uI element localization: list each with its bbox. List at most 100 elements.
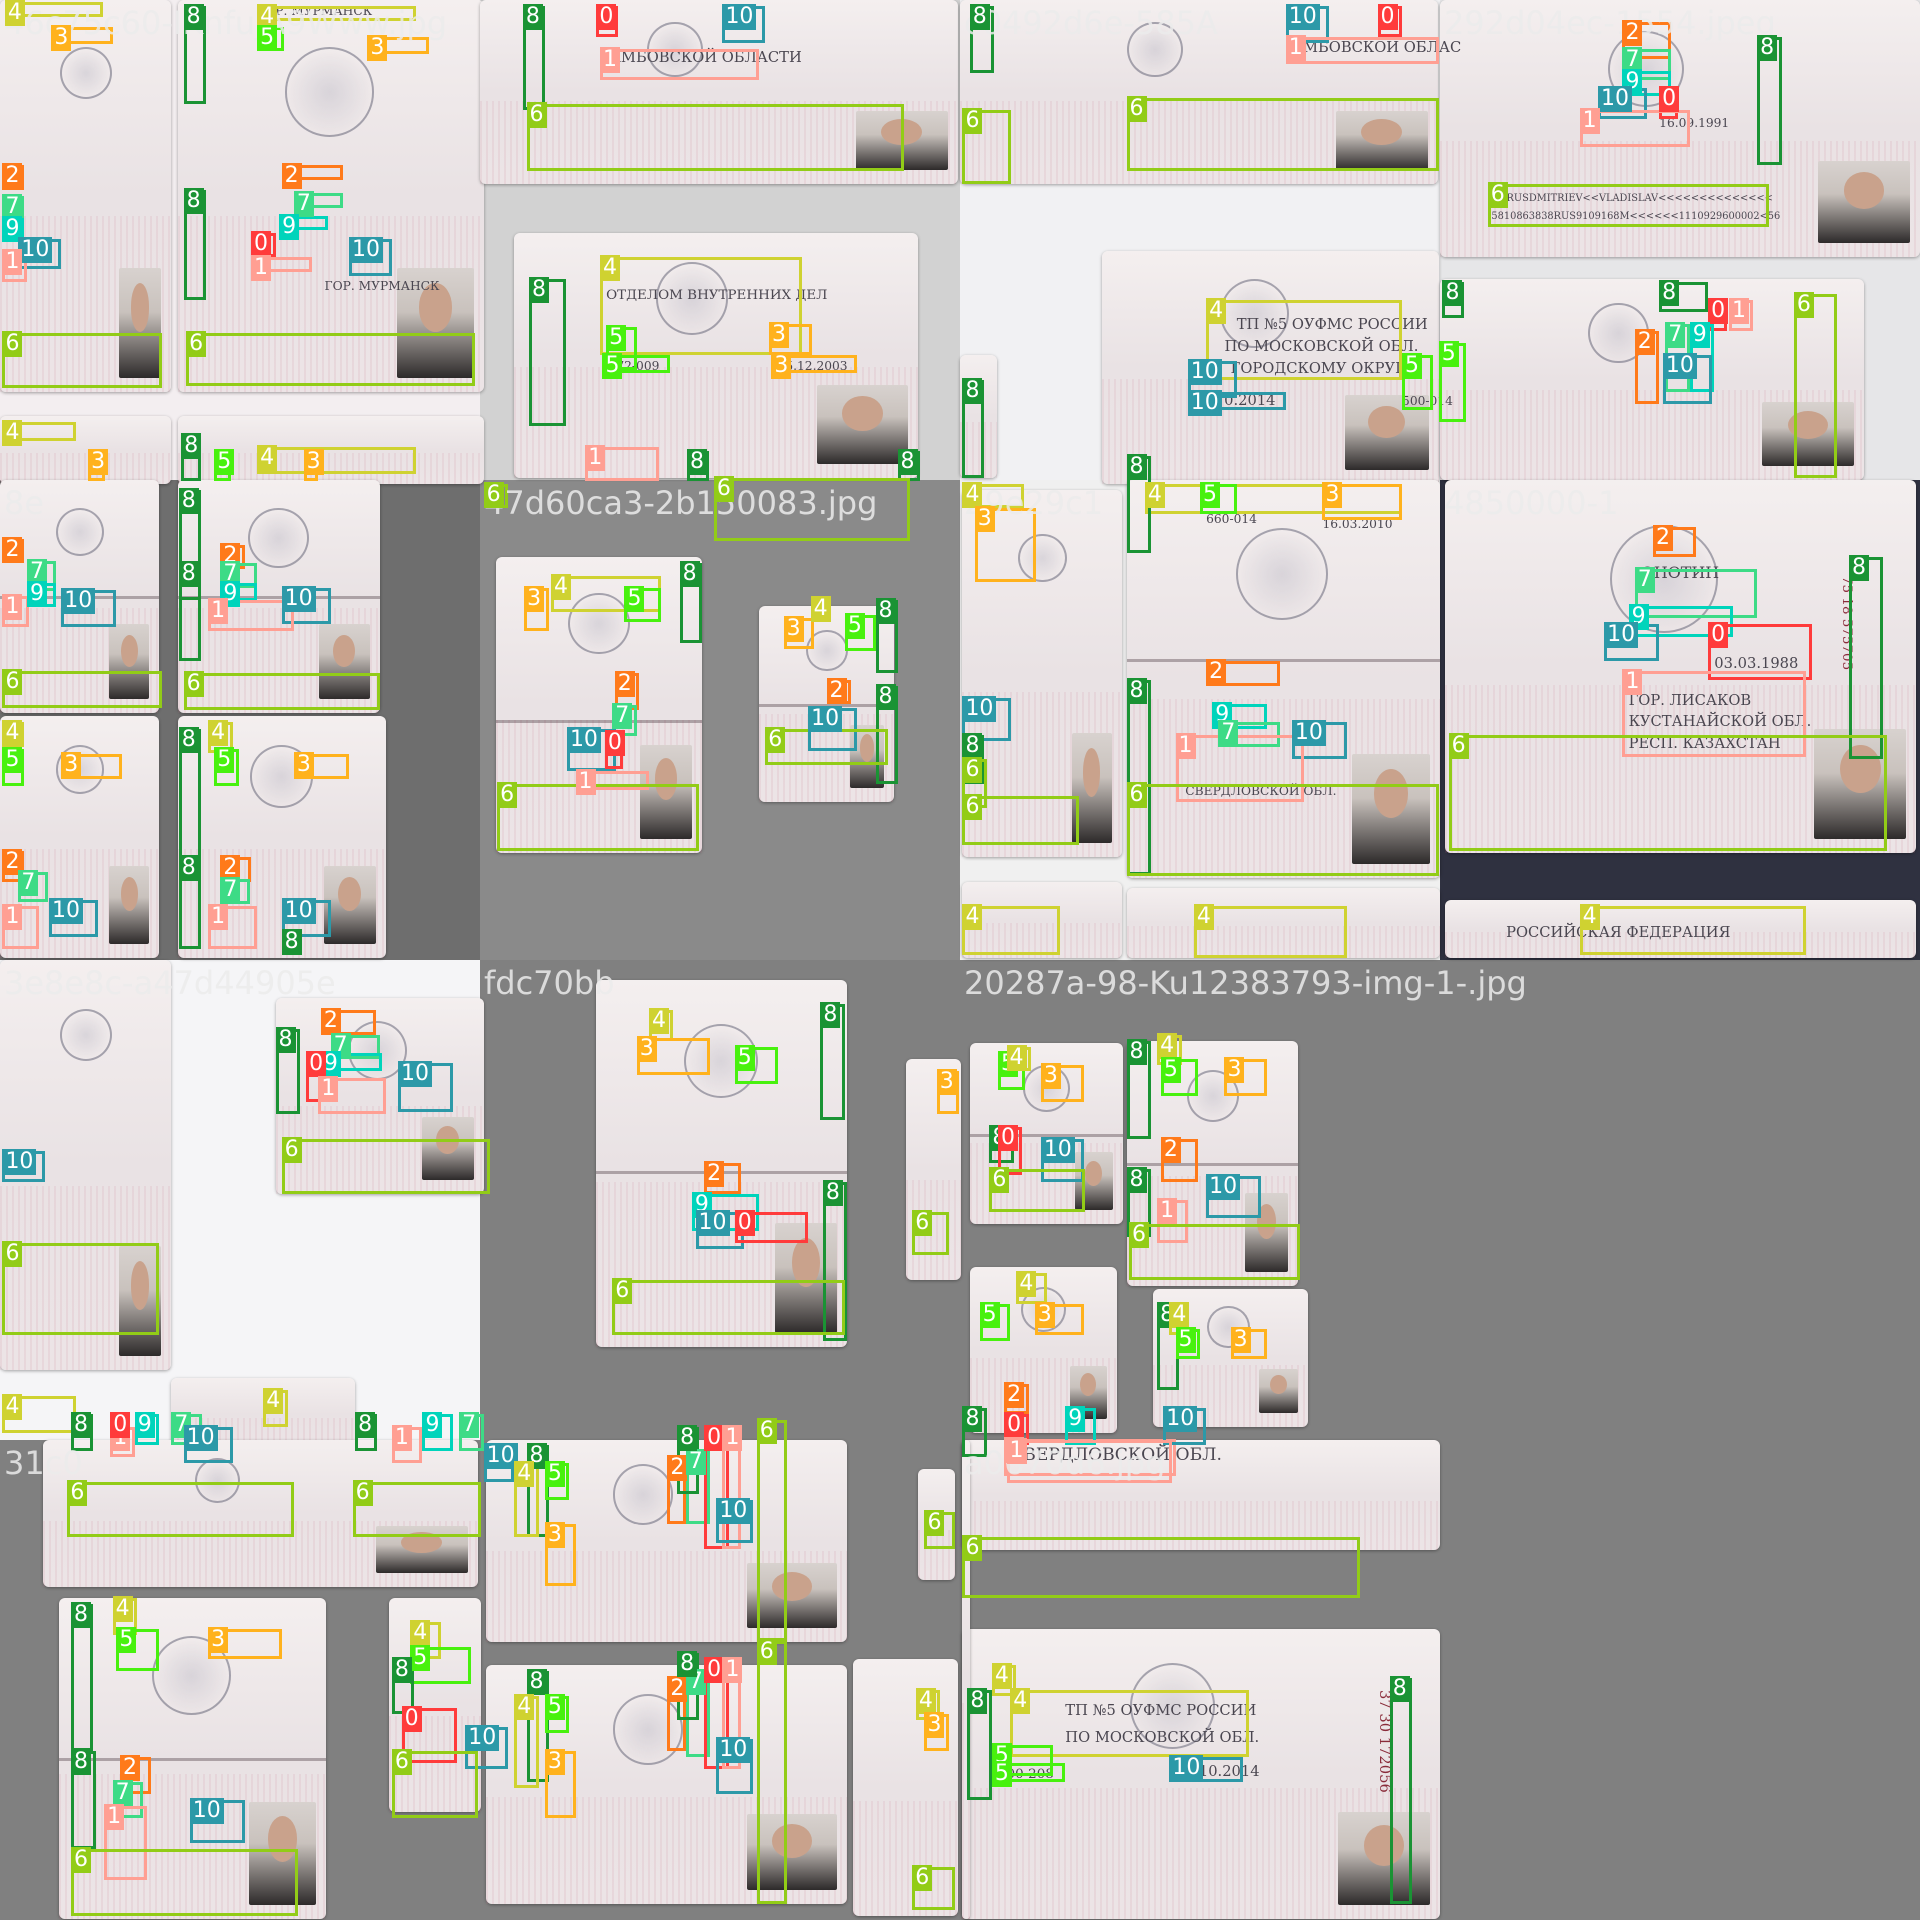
detection-class-label: 10 xyxy=(189,1798,224,1824)
detection-class-label: 8 xyxy=(183,187,204,214)
detection-class-label: 5 xyxy=(214,747,235,774)
portrait-photo xyxy=(319,624,370,699)
portrait-photo xyxy=(816,385,909,464)
detection-box xyxy=(497,783,700,852)
detection-box xyxy=(1128,1224,1301,1280)
passport-page xyxy=(177,0,484,392)
detection-class-label: 7 xyxy=(18,869,39,896)
detection-class-label: 10 xyxy=(48,898,83,924)
detection-class-label: 7 xyxy=(112,1779,133,1806)
detection-class-label: 4 xyxy=(962,481,983,508)
detection-class-label: 6 xyxy=(391,1749,412,1776)
detection-class-label: 10 xyxy=(281,585,316,612)
detection-class-label: 6 xyxy=(1448,732,1469,759)
stamp-seal xyxy=(612,1693,684,1765)
passport-page xyxy=(962,881,1122,958)
passport-fold xyxy=(969,1133,1123,1137)
detection-class-label: 5 xyxy=(734,1044,755,1071)
detection-box xyxy=(1448,734,1887,851)
detection-box xyxy=(71,1848,298,1917)
detection-class-label: 1 xyxy=(2,594,23,621)
detection-class-label: 6 xyxy=(1126,95,1147,122)
document-field-text: ТП №5 ОУФМС РОССИИ xyxy=(1065,1702,1257,1720)
detection-class-label: 3 xyxy=(1230,1326,1251,1353)
detection-class-label: 0 xyxy=(401,1706,422,1733)
portrait-photo xyxy=(118,1246,162,1357)
detection-class-label: 2 xyxy=(667,1675,688,1702)
detection-class-label: 8 xyxy=(1126,453,1147,480)
detection-box xyxy=(352,1481,482,1537)
detection-box xyxy=(962,795,1079,845)
detection-class-label: 8 xyxy=(526,1669,547,1696)
detection-class-label: 8 xyxy=(875,683,896,710)
detection-class-label: 1 xyxy=(575,769,596,796)
portrait-photo xyxy=(1818,160,1910,244)
detection-class-label: 8 xyxy=(1126,1167,1147,1194)
passport-page xyxy=(962,1440,970,1919)
detection-box xyxy=(391,1751,478,1819)
detection-class-label: 10 xyxy=(1040,1136,1075,1163)
detection-class-label: 4 xyxy=(257,444,278,471)
detection-class-label: 6 xyxy=(962,1534,983,1561)
detection-class-label: 1 xyxy=(208,904,229,931)
detection-class-label: 3 xyxy=(303,448,324,475)
detection-class-label: 10 xyxy=(722,4,757,31)
detection-class-label: 5 xyxy=(214,448,235,475)
document-field-text: ПО МОСКОВСКОЙ ОБЛ. xyxy=(1065,1728,1260,1746)
detection-class-label: 4 xyxy=(962,904,983,931)
detection-class-label: 1 xyxy=(2,249,23,276)
detection-class-label: 8 xyxy=(822,1179,843,1206)
detection-class-label: 8 xyxy=(71,1602,92,1629)
detection-class-label: 2 xyxy=(1004,1381,1025,1408)
document-field-text: ГОРОДСКОМУ ОКРУГУ xyxy=(1230,360,1416,377)
stamp-seal xyxy=(567,592,630,655)
detection-class-label: 3 xyxy=(544,1522,565,1549)
detection-class-label: 10 xyxy=(397,1060,432,1087)
document-field-text: 03.03.1988 xyxy=(1714,655,1799,673)
detection-class-label: 8 xyxy=(178,561,199,588)
detection-box xyxy=(1285,36,1439,64)
detection-class-label: 7 xyxy=(1634,567,1655,594)
detection-class-label: 1 xyxy=(722,1424,743,1451)
detection-class-label: 4 xyxy=(600,255,620,282)
stamp-seal xyxy=(248,507,309,569)
stamp-seal xyxy=(1127,22,1183,78)
detection-box xyxy=(2,1242,160,1335)
detection-box xyxy=(1487,183,1770,227)
detection-class-label: 5 xyxy=(1160,1057,1181,1084)
detection-class-label: 8 xyxy=(1757,34,1778,61)
document-field-text: 660-014 xyxy=(1206,511,1257,526)
detection-class-label: 10 xyxy=(61,588,96,615)
mosaic-tile xyxy=(1440,1440,1920,1920)
detection-class-label: 0 xyxy=(704,1657,725,1684)
detection-class-label: 8 xyxy=(686,448,707,475)
detection-class-label: 6 xyxy=(497,781,518,808)
detection-class-label: 3 xyxy=(1224,1057,1245,1084)
passport-page xyxy=(962,489,1122,858)
detection-class-label: 6 xyxy=(962,757,983,784)
detection-class-label: 4 xyxy=(257,4,278,31)
detection-class-label: 1 xyxy=(585,444,606,471)
detection-box xyxy=(1175,734,1305,803)
detection-class-label: 4 xyxy=(2,1393,23,1420)
detection-class-label: 6 xyxy=(756,1638,777,1665)
detection-class-label: 0 xyxy=(604,730,625,757)
document-field-text: ОНОТИН xyxy=(1640,563,1720,583)
detection-class-label: 3 xyxy=(88,448,109,475)
passport-page xyxy=(969,1267,1117,1433)
detection-box xyxy=(600,257,803,356)
detection-class-label: 1 xyxy=(1579,108,1600,135)
detection-class-label: 8 xyxy=(897,448,918,475)
detection-class-label: 1 xyxy=(600,46,620,73)
detection-class-label: 9 xyxy=(26,580,47,607)
passport-page xyxy=(853,1659,958,1917)
security-pattern xyxy=(960,422,997,478)
detection-box xyxy=(1006,1440,1172,1483)
passport-fold xyxy=(1126,1163,1298,1167)
security-pattern xyxy=(918,1530,956,1580)
detection-class-label: 6 xyxy=(526,102,547,129)
detection-class-label: 10 xyxy=(483,1442,518,1469)
detection-class-label: 4 xyxy=(2,720,23,747)
detection-class-label: 10 xyxy=(281,898,316,924)
stamp-seal xyxy=(60,47,112,100)
